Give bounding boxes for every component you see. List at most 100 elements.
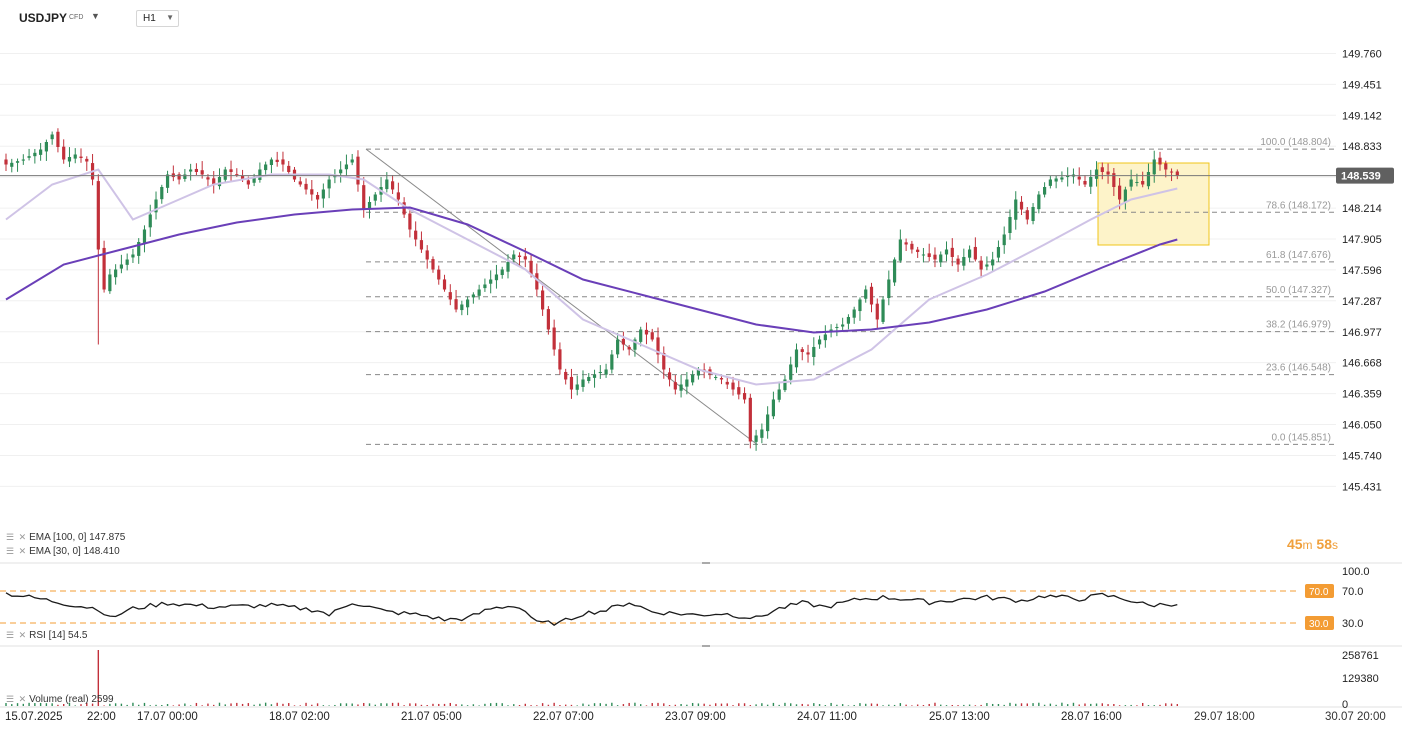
candle-body	[67, 156, 72, 162]
candle	[315, 192, 320, 209]
candle-body	[719, 378, 724, 380]
candle	[431, 256, 435, 273]
candle-body	[483, 284, 487, 289]
price-tick-label: 146.668	[1342, 358, 1382, 370]
candle	[206, 174, 210, 188]
fib-level-label: 0.0 (145.851)	[1272, 432, 1332, 443]
legend-rsi[interactable]: ☰ ✕ RSI [14] 54.5	[6, 630, 88, 641]
candle-body	[10, 162, 14, 167]
candle	[1077, 167, 1081, 186]
price-tick-label: 146.050	[1342, 419, 1382, 431]
candle	[21, 154, 25, 165]
candle-body	[679, 384, 683, 391]
candle	[160, 184, 164, 204]
candle-body	[817, 339, 822, 345]
settings-icon[interactable]: ☰ ✕	[6, 630, 28, 640]
candle	[742, 387, 747, 404]
candle	[1112, 167, 1116, 196]
candle	[737, 379, 741, 400]
candle	[90, 153, 95, 186]
candle-body	[627, 346, 631, 350]
symbol-name[interactable]: USDJPY	[19, 11, 68, 25]
candle-body	[875, 303, 879, 320]
candle	[598, 365, 602, 379]
time-axis-label: 28.07 16:00	[1061, 711, 1122, 723]
candle-body	[287, 165, 291, 172]
candle	[558, 342, 562, 375]
settings-icon[interactable]: ☰ ✕	[6, 546, 28, 556]
candle	[575, 375, 579, 396]
candle-body	[800, 349, 804, 352]
legend-volume[interactable]: ☰ ✕ Volume (real) 2599	[6, 694, 114, 705]
candle-body	[27, 156, 31, 158]
candle-body	[131, 254, 135, 258]
candle-body	[650, 332, 654, 340]
candle	[4, 153, 8, 171]
candle-body	[1123, 189, 1127, 203]
candle-body	[569, 376, 574, 390]
candle	[287, 161, 291, 175]
timeframe-select[interactable]: H1 ▼	[136, 10, 179, 27]
candle-body	[489, 279, 493, 284]
price-tick-label: 149.142	[1342, 110, 1382, 122]
candle	[991, 251, 995, 272]
candle-body	[339, 169, 343, 174]
candle-body	[1054, 178, 1058, 182]
candle	[1152, 150, 1156, 183]
candle	[189, 163, 193, 181]
time-axis-label: 22.07 07:00	[533, 711, 594, 723]
candle-body	[1014, 199, 1018, 220]
candle-body	[33, 152, 37, 157]
candle-body	[962, 256, 966, 266]
candle-body	[466, 299, 470, 308]
candle	[223, 166, 227, 182]
candle-body	[373, 194, 377, 201]
candle	[679, 374, 683, 398]
candle	[1158, 151, 1162, 171]
legend-ema30[interactable]: ☰ ✕ EMA [30, 0] 148.410	[6, 546, 120, 557]
candle	[892, 257, 897, 286]
candle	[489, 270, 493, 294]
candle-body	[1146, 171, 1151, 187]
candle-body	[390, 181, 395, 190]
candle-body	[864, 289, 868, 299]
candle	[44, 139, 48, 161]
candle	[119, 254, 123, 274]
candle-body	[869, 286, 874, 305]
legend-rsi-text: RSI [14] 54.5	[29, 630, 88, 641]
candle	[1066, 167, 1070, 187]
candle-body	[1118, 185, 1122, 200]
settings-icon[interactable]: ☰ ✕	[6, 532, 28, 542]
candle	[673, 375, 677, 395]
candle-body	[408, 213, 412, 230]
candle-body	[362, 185, 366, 210]
candle-body	[1106, 171, 1110, 175]
settings-icon[interactable]: ☰ ✕	[6, 694, 28, 704]
candle	[275, 151, 279, 167]
candle	[569, 368, 574, 399]
candle	[137, 238, 141, 264]
candle	[967, 245, 972, 263]
candle	[604, 363, 608, 378]
candle-body	[823, 334, 827, 341]
candle-body	[137, 241, 141, 256]
candle	[460, 300, 464, 316]
candle	[1048, 176, 1052, 189]
time-axis-label: 15.07.2025	[5, 711, 63, 723]
candle	[950, 238, 954, 267]
candle-body	[500, 269, 504, 276]
candle-body	[662, 352, 666, 370]
candle	[217, 168, 222, 190]
candle	[927, 243, 931, 262]
candle-body	[246, 180, 250, 185]
legend-ema100[interactable]: ☰ ✕ EMA [100, 0] 147.875	[6, 532, 125, 543]
chevron-down-icon[interactable]: ▼	[91, 11, 100, 21]
candle	[344, 154, 349, 177]
candle-body	[1019, 201, 1024, 210]
candle	[483, 278, 487, 292]
candle	[500, 266, 504, 279]
candle	[62, 139, 66, 164]
candle	[212, 171, 216, 194]
candle	[1129, 169, 1133, 191]
